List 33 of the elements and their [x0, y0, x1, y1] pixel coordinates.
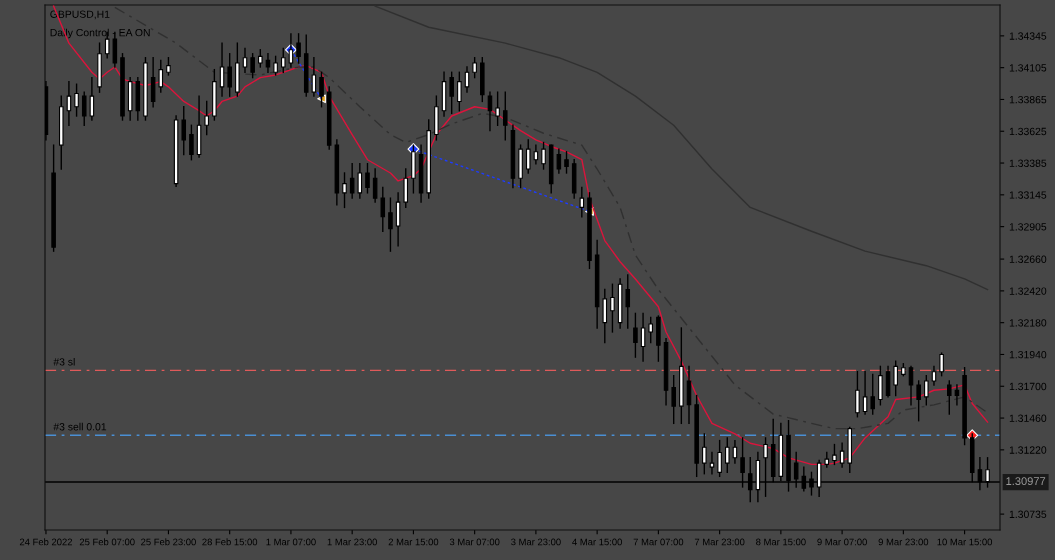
x-tick-label: 3 Mar 23:00 [511, 538, 561, 546]
x-tick-label: 24 Feb 2022 [19, 538, 72, 546]
x-tick-label: 1 Mar 23:00 [327, 538, 377, 546]
y-tick-label: 1.34105 [1009, 64, 1047, 72]
y-tick-label: 1.31460 [1009, 414, 1047, 422]
x-tick-label: 10 Mar 15:00 [937, 538, 993, 546]
y-tick-label: 1.32420 [1009, 287, 1047, 295]
y-tick-label: 1.31700 [1009, 382, 1047, 391]
y-tick-label: 1.33625 [1009, 127, 1047, 136]
x-tick-label: 25 Feb 07:00 [79, 538, 135, 546]
ref-line-label: #3 sell 0.01 [53, 422, 107, 431]
y-tick-label: 1.33385 [1009, 159, 1047, 167]
y-tick-label: 1.30735 [1009, 510, 1047, 518]
x-tick-label: 1 Mar 07:00 [266, 538, 316, 546]
y-tick-label: 1.31220 [1009, 446, 1047, 454]
y-tick-label: 1.34345 [1009, 32, 1047, 40]
x-tick-label: 7 Mar 23:00 [694, 538, 745, 546]
ref-line-label: 1.30977 [1006, 477, 1046, 486]
x-tick-label: 3 Mar 07:00 [449, 538, 500, 546]
x-tick-label: 9 Mar 23:00 [878, 538, 929, 546]
y-tick-label: 1.31940 [1009, 350, 1047, 359]
y-tick-label: 1.33865 [1009, 95, 1047, 104]
x-tick-label: 7 Mar 07:00 [633, 538, 684, 546]
x-tick-label: 9 Mar 07:00 [817, 538, 867, 546]
x-tick-label: 2 Mar 15:00 [388, 538, 439, 546]
x-tick-label: 4 Mar 15:00 [572, 538, 622, 546]
x-tick-label: 8 Mar 15:00 [756, 538, 806, 546]
x-tick-label: 25 Feb 23:00 [141, 538, 196, 546]
y-tick-label: 1.32180 [1009, 319, 1047, 327]
y-tick-label: 1.32905 [1009, 223, 1047, 231]
x-tick-label: 28 Feb 15:00 [202, 538, 258, 546]
y-tick-label: 1.33145 [1009, 191, 1047, 199]
y-tick-label: 1.32660 [1009, 255, 1047, 263]
